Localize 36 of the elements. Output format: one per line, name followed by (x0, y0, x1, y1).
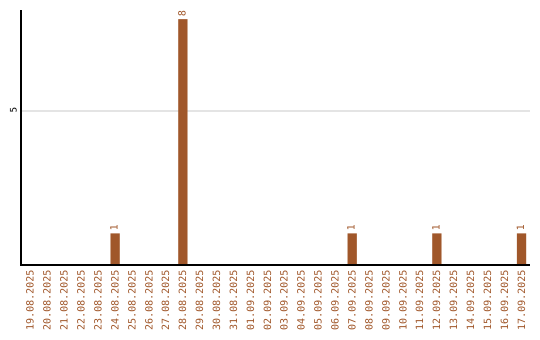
data-label: 8 (177, 10, 188, 16)
x-tick-label: 10.09.2025 (398, 270, 410, 330)
x-tick-label: 27.08.2025 (161, 270, 172, 330)
y-tick-label: 5 (10, 106, 20, 112)
x-tick-label: 28.08.2025 (178, 270, 190, 330)
x-tick-label: 22.08.2025 (76, 270, 88, 330)
x-tick-label: 21.08.2025 (60, 270, 71, 330)
x-tick-label: 29.08.2025 (195, 270, 206, 330)
x-tick-label: 09.09.2025 (381, 270, 392, 330)
x-tick-label: 11.09.2025 (415, 270, 426, 330)
x-tick-label: 19.08.2025 (26, 270, 37, 330)
x-tick-label: 12.09.2025 (432, 270, 444, 330)
x-tick-label: 06.09.2025 (330, 270, 342, 330)
x-tick-label: 23.08.2025 (93, 270, 104, 330)
x-tick-label: 26.08.2025 (144, 270, 156, 330)
x-tick-label: 02.09.2025 (262, 270, 274, 330)
x-tick-label: 16.09.2025 (500, 270, 511, 330)
x-tick-label: 04.09.2025 (296, 270, 308, 330)
x-tick-label: 20.08.2025 (42, 270, 54, 330)
x-tick-label: 13.09.2025 (449, 270, 460, 330)
x-tick-label: 15.09.2025 (482, 270, 494, 330)
data-label: 1 (516, 224, 528, 230)
x-tick-label: 31.08.2025 (228, 270, 240, 330)
data-label: 1 (346, 224, 358, 230)
x-tick-label: 01.09.2025 (246, 270, 257, 330)
data-label: 1 (431, 224, 442, 230)
x-tick-label: 25.08.2025 (127, 270, 138, 330)
x-tick-label: 05.09.2025 (314, 270, 325, 330)
x-tick-label: 14.09.2025 (466, 270, 477, 330)
x-tick-label: 08.09.2025 (364, 270, 376, 330)
x-tick-label: 30.08.2025 (212, 270, 223, 330)
data-label: 1 (110, 224, 121, 230)
x-tick-label: 07.09.2025 (347, 270, 358, 330)
x-tick-label: 24.08.2025 (110, 270, 122, 330)
x-tick-label: 17.09.2025 (516, 270, 528, 330)
x-tick-label: 03.09.2025 (280, 270, 291, 330)
